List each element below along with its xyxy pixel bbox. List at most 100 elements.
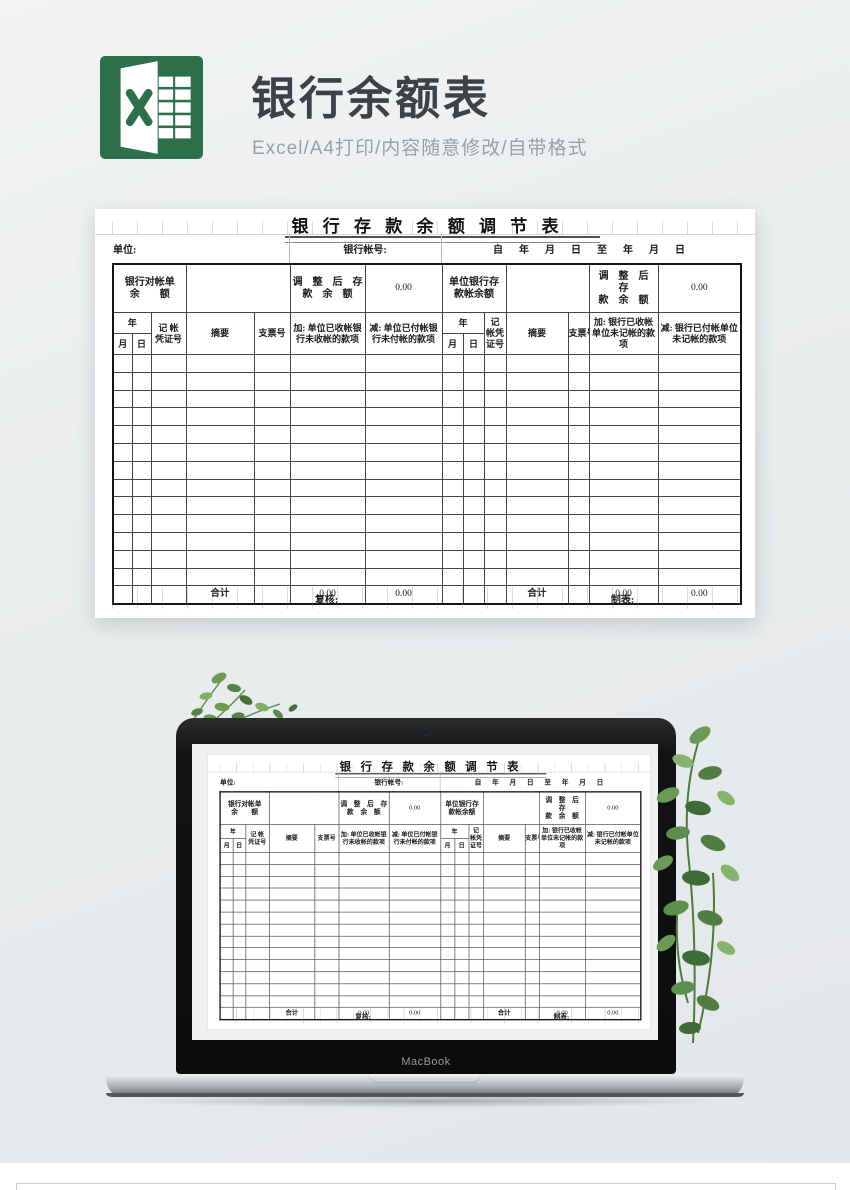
left-year-header: 年 (219, 824, 246, 839)
label-line: 调 整 后 存 (598, 270, 659, 294)
data-cell (150, 496, 187, 516)
data-cell (112, 442, 133, 462)
prepared-by-label: 制表: (538, 1011, 584, 1021)
label-line: 记 帐 (158, 322, 179, 333)
data-cell (150, 425, 187, 444)
data-cell (538, 935, 586, 949)
data-cell (219, 971, 234, 984)
data-cell (441, 354, 464, 373)
data-cell (483, 371, 507, 391)
data-cell (388, 923, 441, 937)
data-cell (131, 514, 152, 533)
preview-sheet: 银 行 存 款 余 额 调 节 表 单位: 银行帐号: 自 年 月 日 至 年 … (95, 209, 755, 618)
data-cell (219, 864, 234, 877)
data-cell (468, 899, 484, 913)
data-cell (289, 514, 366, 533)
data-cell (505, 442, 569, 462)
data-cell (253, 425, 291, 444)
data-cell (185, 531, 255, 551)
data-cell (538, 864, 586, 877)
data-cell (524, 899, 540, 913)
data-cell (440, 911, 455, 925)
data-cell (268, 971, 315, 984)
data-cell (268, 852, 315, 865)
right-total-subtract-value: 0.00 (584, 1007, 642, 1021)
data-cell (462, 460, 485, 480)
empty-data-row (219, 947, 642, 961)
data-cell (462, 354, 485, 373)
right-adjusted-balance-value: 0.00 (657, 263, 742, 313)
data-cell (253, 354, 291, 373)
data-cell (112, 496, 133, 516)
data-cell (289, 407, 366, 427)
data-cell (253, 478, 291, 498)
data-cell (364, 371, 443, 391)
data-cell (289, 478, 366, 498)
data-cell (232, 887, 246, 901)
data-cell (289, 389, 366, 409)
data-cell (268, 923, 315, 937)
macbook-brand-label: MacBook (401, 1056, 451, 1068)
data-cell (150, 460, 187, 480)
data-cell (314, 995, 340, 1008)
right-summary-header: 摘要 (505, 312, 569, 355)
laptop-base-edge (106, 1093, 744, 1097)
data-cell (253, 531, 291, 551)
data-cell (441, 567, 464, 587)
data-cell (185, 496, 255, 516)
data-cell (538, 983, 586, 996)
left-cheque-header: 支票号 (314, 824, 340, 853)
data-cell (388, 852, 441, 865)
data-cell (584, 971, 642, 984)
empty-data-row (112, 567, 742, 587)
data-cell (150, 514, 187, 533)
data-cell (657, 496, 742, 516)
data-cell (454, 935, 469, 949)
faint-gridlines-top (112, 221, 740, 234)
left-adjusted-balance-value: 0.00 (388, 791, 441, 825)
right-book-balance-label: 单位银行存 款帐余额 (441, 263, 507, 313)
data-cell (441, 371, 464, 391)
label-line: 银行对帐单 (124, 276, 175, 288)
right-year-header: 年 (440, 824, 469, 839)
data-cell (462, 407, 485, 427)
label-line: 款 余 额 (347, 808, 381, 816)
data-cell (454, 1007, 469, 1021)
data-cell (338, 995, 390, 1008)
data-cell (657, 354, 742, 373)
data-cell (314, 887, 340, 901)
data-cell (150, 389, 187, 409)
data-cell (131, 407, 152, 427)
data-cell (364, 425, 443, 444)
data-cell (268, 983, 315, 996)
data-cell (131, 567, 152, 587)
data-cell (588, 460, 659, 480)
data-cell (538, 995, 586, 1008)
empty-data-row (112, 549, 742, 569)
data-cell (657, 425, 742, 444)
data-cell (588, 567, 659, 587)
data-cell (219, 876, 234, 889)
right-subtract-header: 减: 银行已付帐单位未记帐的款项 (657, 312, 742, 355)
data-cell (584, 887, 642, 901)
data-cell (338, 864, 390, 877)
data-cell (338, 947, 390, 961)
data-cell (131, 478, 152, 498)
data-cell (388, 971, 441, 984)
data-cell (314, 959, 340, 973)
data-cell (524, 852, 540, 865)
data-cell (150, 442, 187, 462)
data-cell (268, 935, 315, 949)
total-row: 合计 0.00 0.00 合计 0.00 0.00 (112, 585, 742, 605)
preview-sheet: 银 行 存 款 余 额 调 节 表 单位: 银行帐号: 自 年 月 日 至 年 … (207, 754, 651, 1030)
data-cell (338, 971, 390, 984)
data-cell (538, 852, 586, 865)
data-cell (441, 442, 464, 462)
data-cell (588, 407, 659, 427)
left-day-header: 日 (232, 838, 246, 853)
data-cell (468, 852, 484, 865)
data-cell (483, 549, 507, 569)
total-row: 合计 0.00 0.00 合计 0.00 0.00 (219, 1007, 642, 1021)
empty-data-row (112, 407, 742, 427)
data-cell (524, 935, 540, 949)
